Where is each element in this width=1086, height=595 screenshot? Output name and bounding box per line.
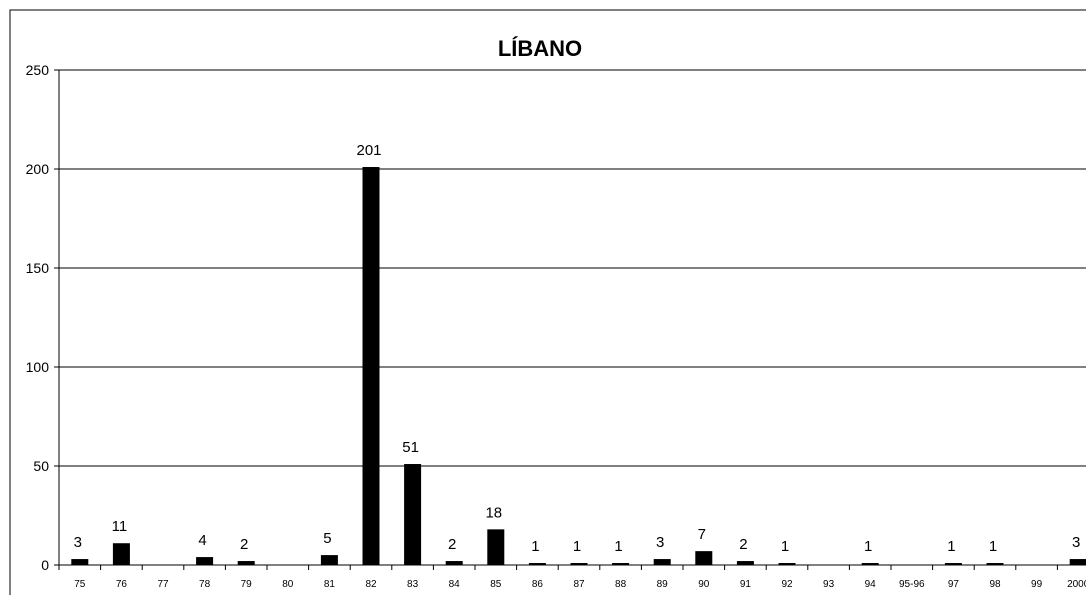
bar (736, 561, 754, 565)
x-tick-label: 88 (615, 579, 627, 590)
bars (71, 167, 1086, 565)
data-label: 1 (947, 538, 955, 555)
x-tick-label: 97 (948, 579, 960, 590)
x-axis: 75 76 77 78 79 80 81 82 83 84 85 86 87 88 89 90 91 92 93 94… (58, 564, 1086, 590)
bar (362, 167, 380, 565)
gridlines (59, 69, 1086, 467)
bar (986, 563, 1004, 565)
x-tick-label: 84 (449, 579, 461, 590)
x-tick-label: 78 (199, 579, 211, 590)
data-label: 3 (656, 534, 664, 551)
chart-title: LÍBANO (498, 36, 582, 61)
x-tick-label: 79 (241, 579, 253, 590)
chart-border (9, 9, 1086, 595)
bar (71, 559, 89, 565)
y-tick-label: 50 (33, 458, 49, 474)
data-label: 11 (112, 518, 128, 535)
x-tick-label: 75 (74, 579, 86, 590)
x-tick-label: 2000 (1067, 579, 1086, 590)
x-tick-label: 80 (282, 579, 294, 590)
data-label: 2 (240, 536, 248, 553)
x-tick-label: 77 (157, 579, 169, 590)
x-tick-label: 81 (324, 579, 336, 590)
y-tick-label: 200 (26, 161, 50, 177)
bar (487, 529, 505, 565)
x-tick-label: 76 (116, 579, 128, 590)
y-axis: 0 50 100 150 200 250 (26, 62, 60, 573)
data-label: 1 (614, 538, 622, 555)
data-label: 1 (573, 538, 581, 555)
data-label: 1 (531, 538, 539, 555)
bar (196, 557, 214, 565)
data-label: 2 (448, 536, 456, 553)
data-label: 1 (781, 538, 789, 555)
data-label: 2 (739, 536, 747, 553)
y-tick-label: 0 (41, 557, 49, 573)
x-tick-label: 85 (490, 579, 502, 590)
bar (653, 559, 671, 565)
data-label: 201 (356, 142, 381, 159)
bar (695, 551, 713, 565)
x-tick-label: 83 (407, 579, 419, 590)
bar (528, 563, 546, 565)
bar (861, 563, 879, 565)
bar (237, 561, 255, 565)
data-label: 1 (989, 538, 997, 555)
bar (1069, 559, 1086, 565)
x-tick-label: 98 (989, 579, 1001, 590)
data-label: 51 (402, 439, 419, 456)
data-label: 4 (198, 532, 206, 549)
data-label: 3 (1072, 534, 1080, 551)
data-label: 1 (864, 538, 872, 555)
x-tick-label: 91 (740, 579, 752, 590)
x-tick-label: 99 (1031, 579, 1043, 590)
y-tick-label: 150 (26, 260, 50, 276)
x-tick-label: 95-96 (899, 579, 925, 590)
bar (944, 563, 962, 565)
bar (320, 555, 338, 565)
bar (445, 561, 463, 565)
data-label: 18 (485, 504, 502, 521)
bar (112, 543, 130, 565)
bar (570, 563, 588, 565)
x-tick-label: 87 (573, 579, 585, 590)
bar (612, 563, 630, 565)
x-tick-label: 89 (657, 579, 669, 590)
x-tick-label: 90 (698, 579, 710, 590)
x-tick-label: 92 (781, 579, 793, 590)
y-tick-label: 100 (26, 359, 50, 375)
y-tick-label: 250 (26, 62, 50, 78)
bar (778, 563, 796, 565)
x-tick-label: 94 (865, 579, 877, 590)
data-label: 3 (74, 534, 82, 551)
data-label: 5 (323, 530, 331, 547)
x-tick-label: 82 (365, 579, 377, 590)
x-tick-label: 93 (823, 579, 835, 590)
bar (404, 464, 422, 565)
x-tick-label: 86 (532, 579, 544, 590)
data-label: 7 (698, 526, 706, 543)
